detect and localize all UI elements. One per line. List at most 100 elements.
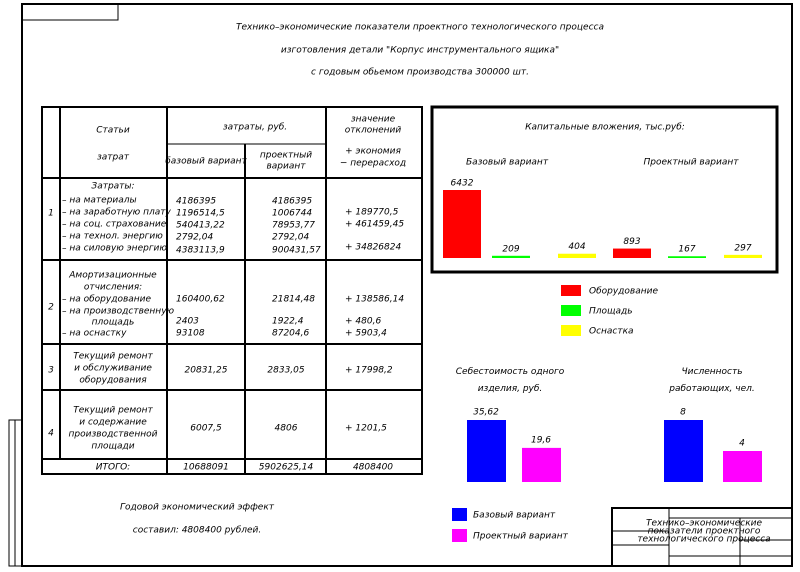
total-deviation: 4808400 bbox=[353, 463, 393, 473]
bar bbox=[558, 253, 596, 258]
bar bbox=[724, 254, 762, 258]
bar-value: 6432 bbox=[451, 179, 474, 189]
bar bbox=[668, 256, 706, 258]
bar-value: 8 bbox=[680, 408, 686, 418]
header-deviation: отклонений bbox=[345, 126, 402, 136]
legend-swatch bbox=[561, 285, 581, 296]
row-item: – на производственную bbox=[62, 307, 175, 317]
legend-label: Оборудование bbox=[589, 287, 658, 297]
deviation-value: + 189770,5 bbox=[345, 208, 399, 218]
bar-value: 297 bbox=[734, 243, 751, 253]
project-value: 4806 bbox=[275, 424, 298, 434]
title-line: изготовления детали "Корпус инструментал… bbox=[281, 46, 559, 56]
row-item: отчисления: bbox=[84, 283, 142, 293]
header-items: Статьи bbox=[96, 126, 130, 136]
row-item: – на оборудование bbox=[62, 295, 152, 305]
legend-swatch bbox=[561, 305, 581, 316]
bar bbox=[723, 451, 762, 482]
bar-value: 4 bbox=[739, 439, 745, 449]
bar bbox=[664, 420, 703, 482]
row-item: и обслуживание bbox=[74, 364, 152, 374]
header-costs: затраты, руб. bbox=[223, 123, 287, 133]
header-deviation: значение bbox=[351, 115, 396, 125]
bar-value: 19,6 bbox=[531, 435, 551, 445]
row-item: и содержание bbox=[79, 418, 147, 428]
bar bbox=[492, 255, 530, 258]
row-item: Текущий ремонт bbox=[73, 352, 153, 362]
row-item: Амортизационные bbox=[68, 271, 157, 281]
title-line: Технико–экономические показатели проектн… bbox=[236, 23, 604, 33]
project-value: 2792,04 bbox=[272, 233, 309, 243]
legend-label: Базовый вариант bbox=[473, 511, 556, 521]
deviation-value: + 17998,2 bbox=[345, 366, 393, 376]
title-block bbox=[611, 507, 793, 567]
row-item: Текущий ремонт bbox=[73, 406, 153, 416]
row-item: оборудования bbox=[79, 376, 147, 386]
row-item: – на технол. энергию bbox=[62, 232, 163, 242]
deviation-value: + 5903,4 bbox=[345, 329, 387, 339]
row-item: Затраты: bbox=[91, 182, 134, 192]
base-value: 6007,5 bbox=[190, 424, 222, 434]
chart-frame bbox=[430, 105, 779, 274]
effect-line: Годовой экономический эффект bbox=[120, 503, 275, 513]
stamp-title: Технико–экономические bbox=[646, 519, 763, 529]
deviation-value: + 138586,14 bbox=[345, 295, 404, 305]
row-number: 1 bbox=[48, 209, 54, 219]
header-project: проектный bbox=[260, 151, 312, 161]
total-project: 5902625,14 bbox=[259, 463, 314, 473]
legend-label: Площадь bbox=[589, 307, 633, 317]
row-item: – на силовую энергию bbox=[62, 244, 167, 254]
deviation-value: + 1201,5 bbox=[345, 424, 387, 434]
header-project: вариант bbox=[266, 162, 306, 172]
base-value: 2792,04 bbox=[176, 233, 213, 243]
project-value: 1006744 bbox=[272, 209, 312, 219]
row-item: – на заработную плату bbox=[62, 208, 171, 218]
project-value: 4186395 bbox=[272, 197, 312, 207]
row-item: площади bbox=[91, 442, 134, 452]
base-value: 4383113,9 bbox=[176, 246, 225, 256]
chart-title: Численность работающих, чел. bbox=[669, 367, 755, 394]
bar bbox=[443, 190, 481, 258]
legend-swatch bbox=[452, 529, 467, 542]
base-value: 1196514,5 bbox=[176, 209, 225, 219]
project-value: 78953,77 bbox=[272, 221, 315, 231]
header-items: затрат bbox=[97, 153, 130, 163]
group-label: Проектный вариант bbox=[644, 158, 740, 168]
row-item: – на оснастку bbox=[62, 329, 127, 339]
base-value: 2403 bbox=[176, 317, 199, 327]
stamp-box bbox=[21, 3, 119, 21]
project-value: 87204,6 bbox=[272, 329, 309, 339]
total-label: ИТОГО: bbox=[96, 463, 130, 473]
effect-line: составил: 4808400 рублей. bbox=[133, 526, 262, 536]
row-item: – на материалы bbox=[62, 196, 137, 206]
legend-label: Проектный вариант bbox=[473, 532, 569, 542]
deviation-value: + 34826824 bbox=[345, 243, 401, 253]
legend-swatch bbox=[561, 325, 581, 336]
bar bbox=[522, 447, 561, 482]
base-value: 4186395 bbox=[176, 197, 216, 207]
base-value: 20831,25 bbox=[185, 366, 228, 376]
chart-title: Капитальные вложения, тыс.руб: bbox=[525, 123, 685, 133]
legend-label: Оснастка bbox=[589, 327, 634, 337]
bar-value: 209 bbox=[502, 244, 519, 254]
row-item: – на соц. страхование bbox=[62, 220, 167, 230]
chart-title: Себестоимость одного изделия, руб. bbox=[455, 367, 565, 394]
base-value: 93108 bbox=[176, 329, 205, 339]
project-value: 1922,4 bbox=[272, 317, 304, 327]
stamp-title: технологического процесса bbox=[637, 535, 770, 545]
bar bbox=[467, 420, 506, 482]
base-value: 160400,62 bbox=[176, 295, 225, 305]
title-line: с годовым обьемом производства 300000 шт… bbox=[311, 68, 529, 78]
header-sign: − перерасход bbox=[340, 159, 406, 169]
bar-value: 893 bbox=[623, 237, 640, 247]
header-sign: + экономия bbox=[345, 147, 401, 157]
row-number: 4 bbox=[48, 429, 54, 439]
stamp-title: показатели проектного bbox=[648, 527, 761, 537]
group-label: Базовый вариант bbox=[466, 158, 549, 168]
project-value: 2833,05 bbox=[267, 366, 304, 376]
bar-value: 404 bbox=[568, 242, 585, 252]
bar-value: 35,62 bbox=[473, 408, 499, 418]
row-number: 3 bbox=[48, 366, 54, 376]
project-value: 21814,48 bbox=[272, 295, 315, 305]
